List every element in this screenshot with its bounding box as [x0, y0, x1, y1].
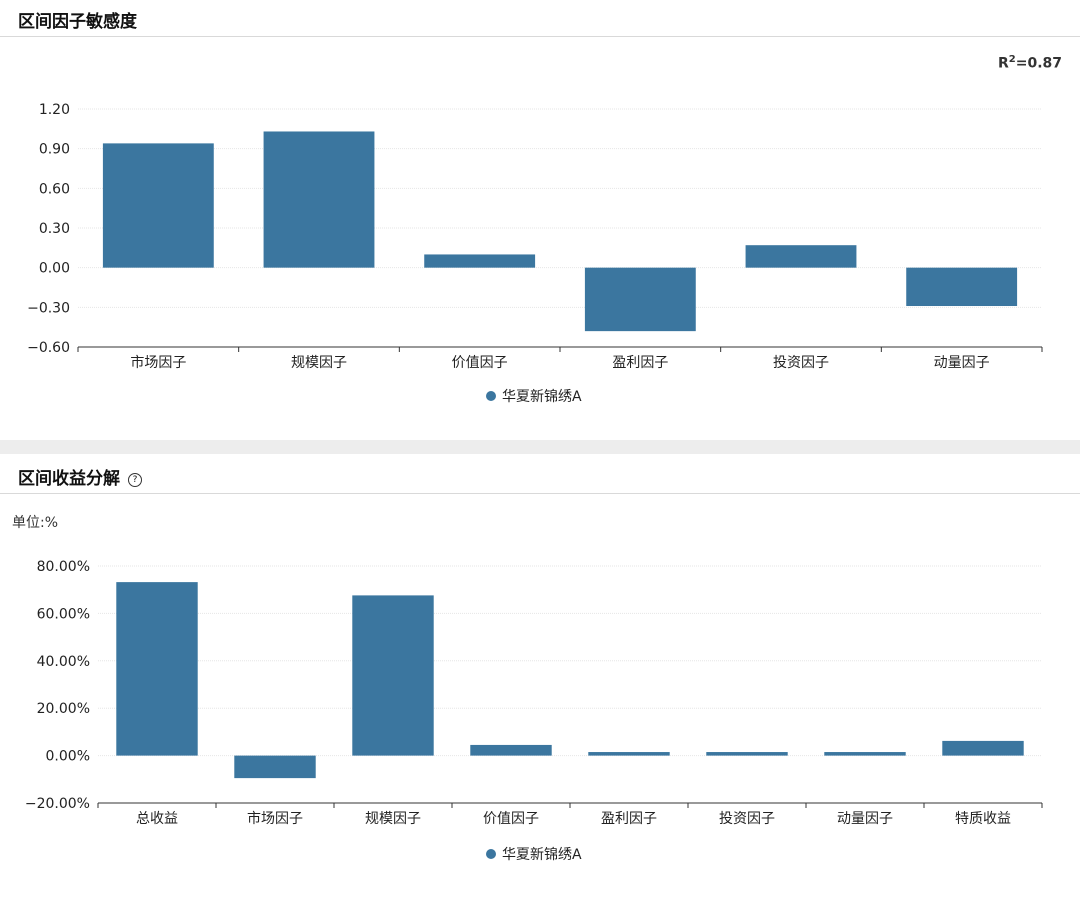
x-category-label: 投资因子	[719, 811, 775, 827]
panel-header: 区间收益分解?	[0, 457, 1080, 494]
chart-legend[interactable]: 华夏新锦绣A	[486, 386, 582, 406]
y-tick-label: 0.00	[39, 261, 70, 277]
x-category-label: 盈利因子	[601, 811, 657, 827]
r2-symbol: R	[997, 55, 1009, 72]
bar-1	[116, 582, 198, 756]
x-category-label: 总收益	[136, 811, 178, 827]
bar-7	[824, 752, 906, 756]
x-category-label: 动量因子	[934, 355, 990, 371]
legend-label: 华夏新锦绣A	[502, 847, 582, 863]
y-tick-label: 40.00%	[37, 654, 90, 670]
panel-title-text: 区间收益分解	[18, 469, 120, 489]
y-tick-label: 1.20	[39, 102, 70, 118]
x-category-label: 市场因子	[130, 354, 186, 371]
panel-title: 区间收益分解?	[18, 464, 142, 489]
factor-sensitivity-chart: 1.20 0.90 0.60 0.30 0.00 −0.30 −0.60 市场因子 规模因子 价值…	[27, 102, 1043, 371]
bar-6	[706, 752, 788, 756]
x-category-label: 规模因子	[365, 811, 421, 827]
panel-separator	[0, 440, 1080, 454]
legend-dot-icon	[486, 849, 496, 859]
bar-4	[470, 744, 552, 756]
y-tick-label: −20.00%	[25, 796, 90, 812]
bar-3	[352, 595, 434, 756]
r-squared-label: R2=0.87	[998, 54, 1062, 72]
panel-header: 区间因子敏感度	[0, 0, 1080, 37]
unit-label: 单位:%	[12, 515, 59, 531]
y-tick-label: 60.00%	[37, 606, 90, 622]
return-decomposition-chart: 80.00% 60.00% 40.00% 20.00% 0.00% −20.00% 总收益 市…	[25, 559, 1043, 827]
y-tick-label: 0.90	[39, 142, 70, 158]
x-category-label: 价值因子	[452, 355, 508, 371]
y-tick-label: 20.00%	[37, 701, 90, 717]
x-category-label: 市场因子	[247, 810, 303, 827]
y-tick-label: 0.00%	[46, 749, 90, 765]
x-category-label: 特质收益	[955, 811, 1011, 827]
bar-8	[942, 740, 1024, 756]
r2-superscript: 2	[1008, 54, 1016, 65]
y-tick-label: 80.00%	[37, 559, 90, 575]
help-icon[interactable]: ?	[128, 473, 142, 487]
x-category-label: 价值因子	[483, 811, 539, 827]
x-category-label: 规模因子	[291, 355, 347, 371]
bar-3	[424, 254, 536, 268]
bar-5	[745, 245, 857, 268]
y-tick-label: −0.60	[27, 340, 70, 356]
panel-title: 区间因子敏感度	[18, 12, 137, 32]
y-tick-label: 0.30	[39, 221, 70, 237]
chart-legend[interactable]: 华夏新锦绣A	[486, 844, 582, 864]
bar-4	[584, 267, 696, 332]
x-category-label: 盈利因子	[612, 355, 668, 371]
bar-6	[906, 267, 1018, 307]
bar-2	[263, 131, 375, 268]
legend-dot-icon	[486, 391, 496, 401]
y-tick-label: 0.60	[39, 181, 70, 197]
y-tick-label: −0.30	[27, 300, 70, 316]
legend-label: 华夏新锦绣A	[502, 389, 582, 405]
factor-sensitivity-panel: 区间因子敏感度 R2=0.87 1.20 0.90 0.60 0.30 0.00 −0.3…	[0, 0, 1080, 440]
r2-value: =0.87	[1015, 55, 1062, 72]
return-decomposition-panel: 区间收益分解? 单位:% 80.00% 60.00% 40.00% 20.00% 0.0…	[0, 454, 1080, 868]
bar-5	[588, 752, 670, 756]
x-category-label: 投资因子	[773, 355, 829, 371]
x-category-label: 动量因子	[837, 811, 893, 827]
bar-2	[234, 755, 316, 779]
bar-1	[102, 143, 214, 268]
